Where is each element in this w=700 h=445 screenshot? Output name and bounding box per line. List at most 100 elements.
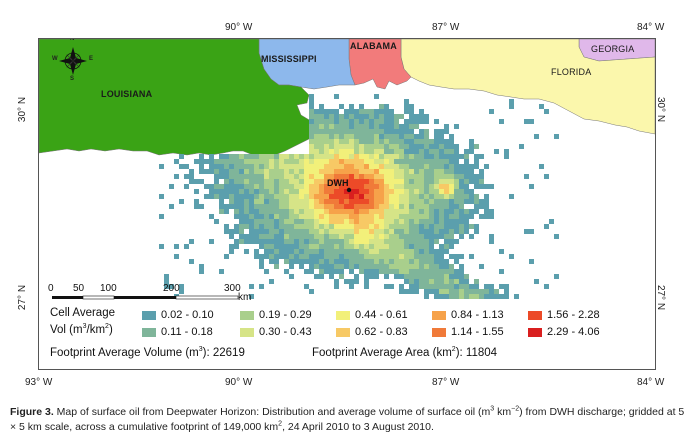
oil-cell [269, 234, 274, 239]
oil-cell [309, 199, 314, 204]
oil-cell [379, 219, 384, 224]
oil-cell [349, 144, 354, 149]
oil-cell [464, 274, 469, 279]
oil-cell [414, 204, 419, 209]
oil-cell [404, 249, 409, 254]
oil-cell [239, 169, 244, 174]
oil-cell [274, 249, 279, 254]
oil-cell [379, 249, 384, 254]
oil-cell [294, 244, 299, 249]
oil-cell [424, 179, 429, 184]
oil-cell [439, 249, 444, 254]
oil-cell [244, 199, 249, 204]
oil-cell [384, 154, 389, 159]
oil-cell [364, 209, 369, 214]
oil-cell [404, 119, 409, 124]
florida-region [400, 39, 655, 135]
oil-cell [334, 174, 339, 179]
oil-cell [254, 219, 259, 224]
oil-cell [329, 154, 334, 159]
oil-cell [424, 239, 429, 244]
oil-cell [304, 254, 309, 259]
oil-cell [444, 179, 449, 184]
oil-cell [344, 234, 349, 239]
oil-cell [434, 279, 439, 284]
oil-cell [389, 179, 394, 184]
oil-cell [289, 259, 294, 264]
oil-cell [409, 194, 414, 199]
oil-cell [239, 214, 244, 219]
oil-cell [329, 199, 334, 204]
oil-cell [479, 199, 484, 204]
oil-cell [194, 189, 199, 194]
oil-cell [344, 159, 349, 164]
map-canvas [39, 39, 655, 299]
oil-cell [259, 234, 264, 239]
oil-cell [314, 209, 319, 214]
oil-cell [414, 144, 419, 149]
oil-cell [239, 229, 244, 234]
oil-cell [459, 209, 464, 214]
oil-cell [449, 144, 454, 149]
oil-cell [359, 119, 364, 124]
oil-cell [334, 254, 339, 259]
oil-cell [304, 244, 309, 249]
oil-cell [239, 219, 244, 224]
oil-cell [259, 284, 264, 289]
oil-cell [399, 284, 404, 289]
oil-cell [294, 234, 299, 239]
oil-cell [259, 154, 264, 159]
oil-cell [359, 259, 364, 264]
oil-cell [274, 189, 279, 194]
oil-cell [324, 244, 329, 249]
oil-cell [314, 264, 319, 269]
oil-cell [269, 224, 274, 229]
oil-cell [349, 254, 354, 259]
oil-cell [334, 124, 339, 129]
oil-cell [394, 189, 399, 194]
oil-cell [339, 169, 344, 174]
oil-cell [214, 169, 219, 174]
oil-cell [439, 234, 444, 239]
oil-cell [379, 159, 384, 164]
oil-cell [449, 219, 454, 224]
oil-cell [419, 189, 424, 194]
oil-cell [454, 254, 459, 259]
oil-cell [389, 199, 394, 204]
oil-cell [389, 284, 394, 289]
legend-label: 0.19 - 0.29 [259, 309, 312, 321]
oil-cell [394, 264, 399, 269]
map-frame: N S E W LOUISIANA MISSISSIPPI ALABAMA FL… [38, 38, 656, 370]
oil-cell [504, 284, 509, 289]
oil-cell [319, 104, 324, 109]
oil-cell [419, 214, 424, 219]
oil-cell [389, 269, 394, 274]
oil-cell [414, 224, 419, 229]
oil-cell [279, 244, 284, 249]
oil-cell [424, 119, 429, 124]
oil-cell [374, 264, 379, 269]
oil-cell [349, 159, 354, 164]
oil-cell [309, 289, 314, 294]
oil-cell [329, 274, 334, 279]
oil-cell [314, 274, 319, 279]
oil-cell [359, 124, 364, 129]
oil-cell [319, 159, 324, 164]
oil-cell [454, 159, 459, 164]
oil-cell [219, 199, 224, 204]
oil-cell [364, 194, 369, 199]
oil-cell [459, 279, 464, 284]
oil-cell [444, 164, 449, 169]
oil-cell [284, 249, 289, 254]
oil-cell [449, 284, 454, 289]
oil-cell [319, 134, 324, 139]
oil-cell [344, 209, 349, 214]
legend-label: 1.14 - 1.55 [451, 326, 504, 338]
dwh-site-marker [346, 187, 352, 193]
oil-cell [349, 209, 354, 214]
oil-cell [304, 159, 309, 164]
legend-item: 0.30 - 0.43 [240, 325, 312, 339]
legend-swatch [336, 327, 350, 337]
oil-cell [264, 189, 269, 194]
oil-cell [444, 199, 449, 204]
